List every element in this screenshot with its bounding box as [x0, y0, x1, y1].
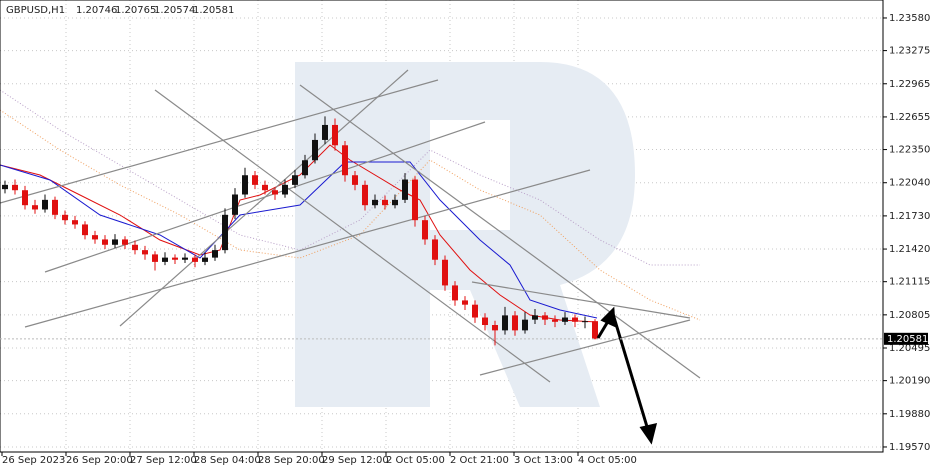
candle-body: [332, 124, 338, 146]
x-tick-label: 2 Oct 05:00: [386, 455, 445, 466]
high-value: 1.20765: [115, 5, 156, 16]
x-tick-label: 28 Sep 20:00: [258, 455, 325, 466]
candle-body: [542, 315, 548, 320]
low-value: 1.20574: [154, 5, 195, 16]
candle-body: [402, 179, 408, 200]
candle-body: [122, 239, 128, 245]
candle-body: [492, 325, 498, 331]
y-tick-label: 1.23275: [889, 46, 930, 57]
x-tick-label: 4 Oct 05:00: [578, 455, 637, 466]
candles: [2, 116, 598, 346]
y-tick-label: 1.20805: [889, 310, 930, 321]
candle-body: [42, 199, 48, 210]
candle-body: [452, 285, 458, 301]
candle-body: [412, 179, 418, 221]
candle-body: [132, 244, 138, 251]
candle-body: [292, 175, 298, 185]
candle-body: [562, 317, 568, 322]
open-value: 1.20746: [76, 5, 117, 16]
candle-body: [532, 315, 538, 320]
y-tick-label: 1.20495: [889, 343, 930, 354]
candle-body: [222, 214, 228, 251]
candle-body: [302, 160, 308, 176]
candle-body: [252, 175, 258, 185]
ichimoku-cloud: [0, 89, 701, 321]
candle-body: [502, 315, 508, 331]
candle-body: [572, 317, 578, 322]
y-tick-label: 1.22965: [889, 79, 930, 90]
x-tick-label: 28 Sep 04:00: [194, 455, 261, 466]
candle-body: [512, 315, 518, 331]
candle-body: [342, 145, 348, 176]
candle-body: [472, 304, 478, 318]
y-tick-label: 1.23580: [889, 13, 930, 24]
x-tick-label: 3 Oct 13:00: [514, 455, 573, 466]
candle-body: [172, 257, 178, 260]
y-tick-label: 1.22655: [889, 112, 930, 123]
plot-frame: [0, 0, 884, 453]
y-tick-label: 1.20190: [889, 376, 930, 387]
candle-body: [372, 199, 378, 206]
candle-body: [462, 300, 468, 305]
candle-body: [392, 199, 398, 206]
candle-body: [382, 199, 388, 206]
candle-body: [2, 184, 8, 190]
candle-body: [582, 321, 588, 323]
price-tag-label: 1.20581: [887, 334, 928, 345]
candle-body: [552, 319, 558, 322]
candle-body: [22, 190, 28, 206]
candle-body: [112, 239, 118, 245]
candle-body: [192, 257, 198, 262]
candle-body: [12, 184, 18, 191]
x-tick-label: 26 Sep 2023: [2, 455, 65, 466]
candle-body: [592, 321, 598, 339]
candle-body: [522, 319, 528, 331]
candle-body: [322, 124, 328, 140]
y-tick-label: 1.22350: [889, 145, 930, 156]
candle-body: [242, 175, 248, 195]
candle-body: [162, 257, 168, 262]
candle-body: [152, 254, 158, 262]
close-value: 1.20581: [193, 5, 234, 16]
candle-body: [352, 175, 358, 185]
candle-body: [52, 199, 58, 215]
x-tick-label: 29 Sep 12:00: [322, 455, 389, 466]
candle-body: [62, 214, 68, 221]
y-tick-label: 1.21420: [889, 244, 930, 255]
candle-body: [212, 250, 218, 258]
candle-body: [272, 190, 278, 195]
candle-body: [312, 139, 318, 161]
candle-body: [232, 194, 238, 215]
candle-body: [32, 205, 38, 210]
candle-body: [142, 250, 148, 255]
candle-body: [82, 224, 88, 236]
watermark: [295, 62, 635, 407]
candle-body: [422, 220, 428, 240]
candle-body: [482, 317, 488, 326]
y-tick-label: 1.19570: [889, 442, 930, 453]
candle-body: [262, 184, 268, 191]
candle-body: [182, 257, 188, 260]
y-tick-label: 1.19880: [889, 409, 930, 420]
candle-body: [202, 257, 208, 262]
candle-body: [72, 220, 78, 225]
x-tick-label: 26 Sep 20:00: [66, 455, 133, 466]
x-tick-label: 2 Oct 21:00: [450, 455, 509, 466]
candle-body: [282, 184, 288, 195]
y-tick-label: 1.21730: [889, 211, 930, 222]
trend-lines: [0, 69, 701, 383]
y-tick-label: 1.21115: [889, 277, 930, 288]
candle-body: [442, 259, 448, 286]
symbol: GBPUSD,H1: [6, 5, 65, 16]
candle-body: [102, 239, 108, 245]
price-tag: [884, 332, 928, 345]
candle-body: [432, 239, 438, 260]
x-tick-label: 27 Sep 12:00: [130, 455, 197, 466]
candle-body: [362, 184, 368, 206]
forecast-arrows: [596, 306, 658, 445]
y-tick-label: 1.22040: [889, 178, 930, 189]
candle-body: [92, 235, 98, 240]
